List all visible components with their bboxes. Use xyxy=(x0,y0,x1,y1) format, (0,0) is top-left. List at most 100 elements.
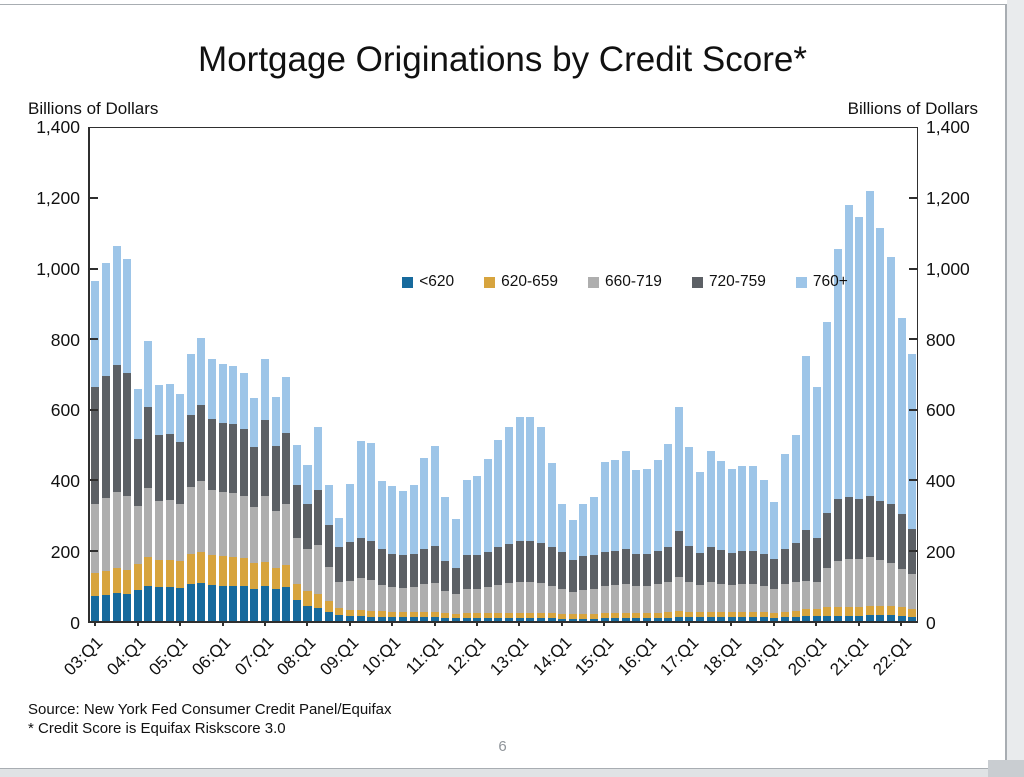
bar-segment-620-659 xyxy=(865,606,874,616)
bar-segment-760+ xyxy=(91,280,100,387)
bar-stack xyxy=(780,453,789,621)
bar-segment-760+ xyxy=(494,440,503,547)
bar-stack xyxy=(345,483,354,621)
bar-segment-720-759 xyxy=(505,543,514,584)
bar-06:Q3 xyxy=(239,128,250,621)
bar-stack xyxy=(208,358,217,621)
bar-stack xyxy=(664,443,673,621)
bar-segment-720-759 xyxy=(621,549,630,584)
bar-segment-720-759 xyxy=(780,548,789,585)
bar-segment-660-719 xyxy=(600,585,609,614)
bar-20:Q2 xyxy=(822,128,833,621)
bar-segment-660-719 xyxy=(144,488,153,558)
bar-segment-760+ xyxy=(356,441,365,539)
bar-segment-620-659 xyxy=(314,594,323,609)
y-tick-label: 400 xyxy=(50,471,80,492)
bar-segment-720-759 xyxy=(271,445,280,512)
bar-segment-660-719 xyxy=(494,585,503,613)
bar-segment-660-719 xyxy=(324,567,333,602)
bar-stack xyxy=(759,480,768,621)
bar-segment-660-719 xyxy=(685,581,694,612)
chart-legend: <620 620-659 660-719 720-759 760+ xyxy=(210,273,1024,291)
bar-segment-760+ xyxy=(261,359,270,420)
bar-22:Q1 xyxy=(896,128,907,621)
y-tick-label: 1,200 xyxy=(926,187,970,208)
bar-stack xyxy=(844,204,853,621)
bar-stack xyxy=(791,434,800,621)
bar-stack xyxy=(388,486,397,621)
legend-label: 720-759 xyxy=(708,273,766,290)
bar-segment-<620 xyxy=(791,617,800,621)
bar-20:Q4 xyxy=(843,128,854,621)
bar-segment-660-719 xyxy=(664,582,673,613)
bar-segment-<620 xyxy=(473,618,482,621)
bar-11:Q4 xyxy=(461,128,472,621)
bar-segment-720-759 xyxy=(420,548,429,585)
bar-stack xyxy=(547,463,556,621)
y-tick-label: 0 xyxy=(70,613,80,633)
bar-segment-660-719 xyxy=(314,544,323,595)
bar-segment-720-759 xyxy=(165,433,174,501)
bar-stack xyxy=(674,407,683,621)
bar-09:Q4 xyxy=(376,128,387,621)
bar-segment-620-659 xyxy=(186,554,195,584)
page-edge-right xyxy=(1007,0,1024,777)
bar-09:Q3 xyxy=(366,128,377,621)
bar-segment-660-719 xyxy=(282,503,291,565)
bar-segment-660-719 xyxy=(112,491,121,568)
bar-stack xyxy=(144,341,153,621)
x-tick-mark xyxy=(815,621,818,626)
bar-segment-<620 xyxy=(452,618,461,621)
bar-stack xyxy=(876,227,885,621)
bar-segment-720-759 xyxy=(600,551,609,586)
bar-stack xyxy=(483,459,492,621)
bar-14:Q4 xyxy=(589,128,600,621)
bar-segment-760+ xyxy=(239,373,248,429)
y-tick-mark xyxy=(909,549,917,552)
bar-segment-<620 xyxy=(833,615,842,621)
bar-17:Q2 xyxy=(695,128,706,621)
x-tick-mark xyxy=(221,621,224,626)
bar-segment-620-659 xyxy=(802,608,811,617)
bar-segment-<620 xyxy=(239,586,248,621)
y-tick-mark xyxy=(90,549,98,552)
bar-segment-<620 xyxy=(186,583,195,621)
bar-segment-620-659 xyxy=(855,606,864,616)
bar-segment-<620 xyxy=(123,594,132,621)
bar-segment-760+ xyxy=(770,501,779,560)
bar-05:Q2 xyxy=(185,128,196,621)
bar-segment-760+ xyxy=(186,353,195,415)
y-tick-mark xyxy=(909,408,917,411)
legend-item-620-659: 620-659 xyxy=(484,273,558,291)
bar-segment-720-759 xyxy=(674,531,683,578)
bar-stack xyxy=(239,373,248,621)
bar-segment-<620 xyxy=(356,616,365,621)
bar-segment-720-759 xyxy=(844,497,853,560)
bar-segment-720-759 xyxy=(473,555,482,590)
bar-20:Q1 xyxy=(811,128,822,621)
bar-segment-660-719 xyxy=(611,584,620,614)
bar-21:Q1 xyxy=(854,128,865,621)
bar-segment-620-659 xyxy=(717,612,726,618)
bar-15:Q1 xyxy=(599,128,610,621)
x-tick-mark xyxy=(688,621,691,626)
bar-segment-660-719 xyxy=(250,507,259,563)
bar-segment-720-759 xyxy=(759,554,768,586)
bar-segment-<620 xyxy=(653,617,662,621)
bar-segment-620-659 xyxy=(749,612,758,618)
bar-segment-<620 xyxy=(345,616,354,621)
y-axis-labels-right: 0 200 400 600 800 1,000 1,200 1,400 xyxy=(926,117,996,633)
legend-swatch-icon xyxy=(402,276,414,288)
bar-segment-660-719 xyxy=(176,504,185,561)
bar-19:Q1 xyxy=(769,128,780,621)
bar-segment-760+ xyxy=(536,426,545,543)
bar-stack xyxy=(452,518,461,621)
bar-stack xyxy=(685,447,694,621)
bar-13:Q3 xyxy=(536,128,547,621)
bar-07:Q4 xyxy=(292,128,303,621)
bar-segment-760+ xyxy=(600,461,609,552)
bar-12:Q3 xyxy=(493,128,504,621)
bar-segment-660-719 xyxy=(420,584,429,612)
bar-segment-720-759 xyxy=(887,504,896,563)
x-tick-mark xyxy=(560,621,563,626)
